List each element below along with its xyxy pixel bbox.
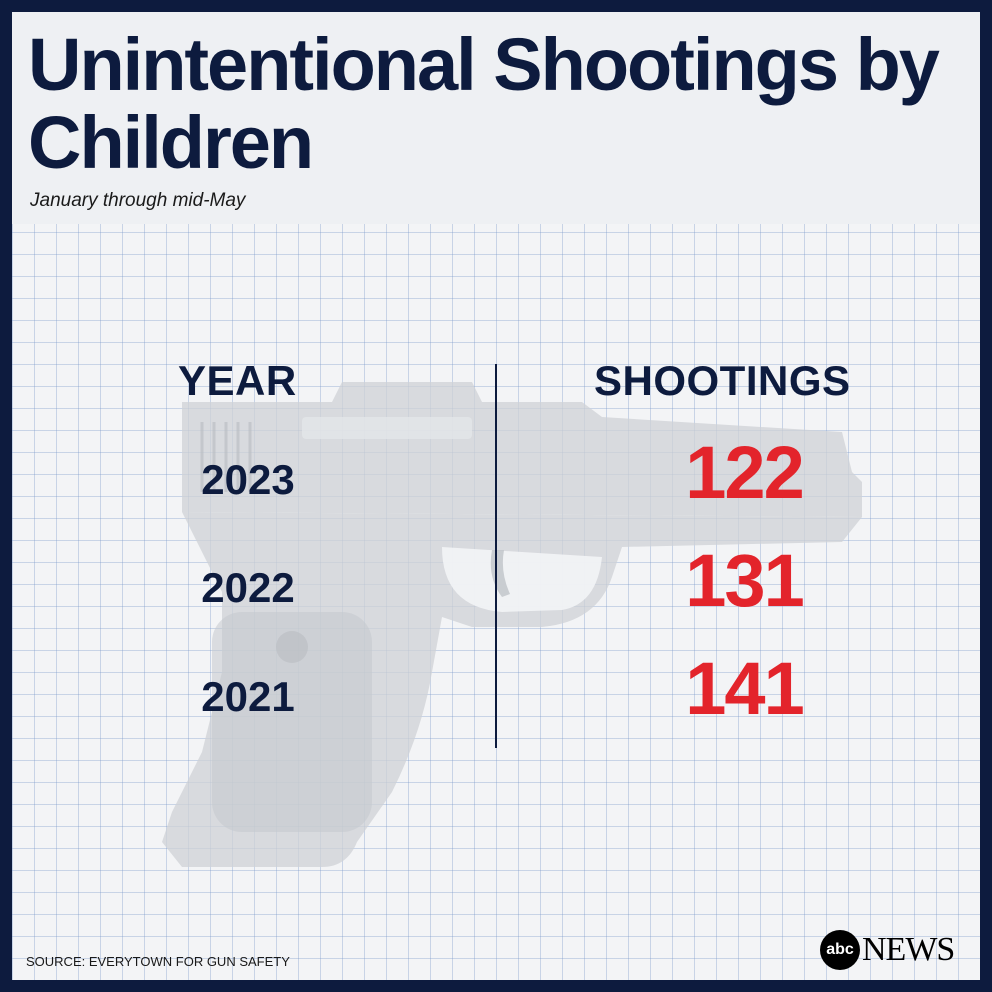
shootings-value: 131 xyxy=(685,539,804,622)
graphic-card: Unintentional Shootings by Children Janu… xyxy=(12,12,980,980)
column-header-shootings: SHOOTINGS xyxy=(594,357,851,404)
abc-logo-circle: abc xyxy=(820,930,860,970)
year-label: 2023 xyxy=(201,456,295,503)
column-header-year: YEAR xyxy=(178,357,297,404)
year-label: 2022 xyxy=(201,564,295,611)
abc-news-logo: abc NEWS xyxy=(820,928,955,972)
chart-title: Unintentional Shootings by Children xyxy=(28,23,940,184)
column-divider xyxy=(495,364,497,748)
year-label: 2021 xyxy=(201,673,295,720)
handgun-icon xyxy=(162,382,862,867)
chart-subtitle: January through mid-May xyxy=(30,190,246,211)
header-panel: Unintentional Shootings by Children Janu… xyxy=(12,12,980,224)
shootings-value: 141 xyxy=(685,647,804,730)
news-wordmark: NEWS xyxy=(862,931,955,968)
source-note: SOURCE: EVERYTOWN FOR GUN SAFETY xyxy=(26,954,290,969)
shootings-value: 122 xyxy=(685,431,804,514)
